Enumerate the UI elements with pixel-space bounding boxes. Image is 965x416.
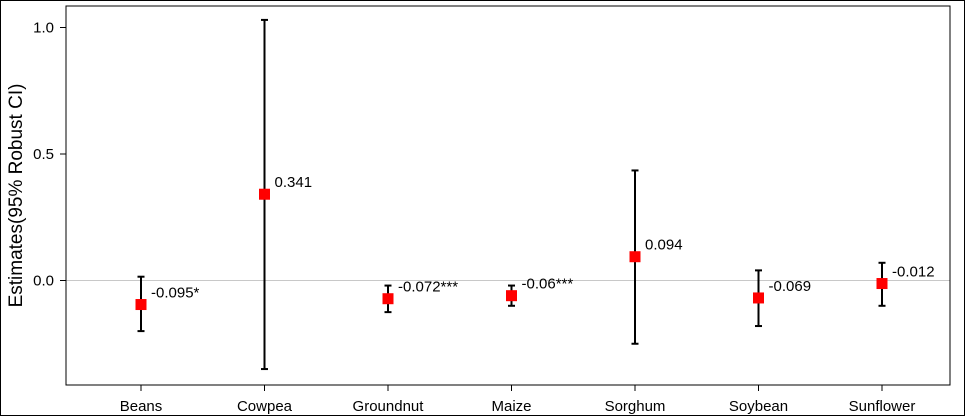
y-tick-label: 0.0 xyxy=(33,273,54,290)
point-estimate-marker xyxy=(382,293,394,305)
y-tick-label: 1.0 xyxy=(33,20,54,37)
x-tick-label: Groundnut xyxy=(353,398,425,415)
x-tick-label: Sorghum xyxy=(605,398,666,415)
x-tick-label: Beans xyxy=(120,398,163,415)
point-estimate-marker xyxy=(629,251,641,263)
x-tick-label: Soybean xyxy=(729,398,788,415)
data-label: -0.069 xyxy=(769,278,812,295)
point-estimate-marker xyxy=(259,188,270,200)
data-label: -0.012 xyxy=(892,264,935,281)
y-axis-title: Estimates(95% Robust CI) xyxy=(6,84,27,308)
data-label: -0.06*** xyxy=(522,276,574,293)
point-estimate-marker xyxy=(753,292,764,304)
x-tick-label: Maize xyxy=(491,398,531,415)
plot-area-frame xyxy=(65,5,951,386)
point-estimate-marker xyxy=(506,290,517,302)
points-layer xyxy=(135,188,888,311)
data-label: -0.095* xyxy=(151,285,200,302)
data-label: 0.341 xyxy=(275,174,313,191)
point-estimate-marker xyxy=(876,278,888,290)
y-axis: 0.0 0.5 1.0 xyxy=(33,20,66,290)
data-label: -0.072*** xyxy=(398,279,458,296)
y-tick-label: 0.5 xyxy=(33,146,54,163)
x-axis: Beans Cowpea Groundnut Maize Sorghum Soybean S… xyxy=(120,385,916,415)
data-labels-layer: -0.095* 0.341 -0.072*** -0.06*** 0.094 -0.069… xyxy=(151,174,935,301)
point-estimate-marker xyxy=(135,299,147,311)
x-tick-label: Cowpea xyxy=(237,398,293,415)
data-label: 0.094 xyxy=(645,237,683,254)
x-tick-label: Sunflower xyxy=(849,398,916,415)
